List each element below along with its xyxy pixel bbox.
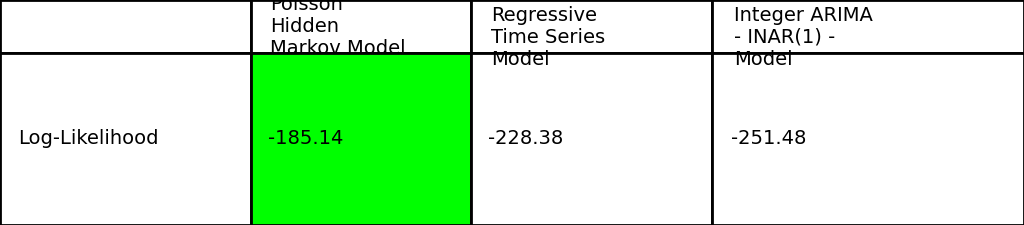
Bar [0, 0, 251, 53]
Bar [251, 0, 471, 53]
Text: Poisson Auto-
Regressive
Time Series
Model: Poisson Auto- Regressive Time Series Mod… [490, 0, 623, 69]
Text: -185.14: -185.14 [267, 129, 343, 149]
Text: -251.48: -251.48 [731, 129, 807, 149]
Bar [471, 0, 712, 53]
Text: Poisson
Hidden
Markov Model: Poisson Hidden Markov Model [270, 0, 406, 58]
Bar [0, 53, 251, 225]
Text: Log-Likelihood: Log-Likelihood [17, 129, 159, 149]
Bar [712, 53, 1024, 225]
Bar [712, 0, 1024, 53]
Text: Poisson
Integer ARIMA
- INAR(1) -
Model: Poisson Integer ARIMA - INAR(1) - Model [734, 0, 873, 69]
Bar [471, 53, 712, 225]
Text: -228.38: -228.38 [488, 129, 564, 149]
Bar [251, 53, 471, 225]
